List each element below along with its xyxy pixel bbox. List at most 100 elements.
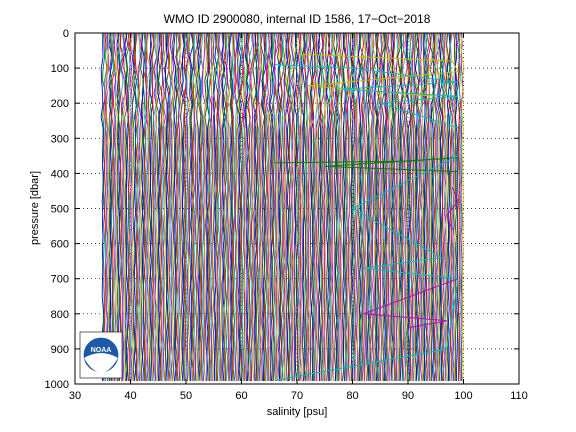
profile-trace — [200, 32, 204, 382]
profile-trace — [243, 32, 248, 382]
profile-trace — [312, 32, 317, 382]
profile-trace — [307, 32, 312, 382]
profile-trace — [337, 32, 342, 382]
profile-trace — [120, 32, 125, 382]
x-tick-label: 80 — [346, 390, 358, 402]
logo-wave — [84, 353, 118, 373]
profile-trace — [356, 32, 360, 382]
profile-trace — [121, 32, 126, 382]
profile-trace — [183, 32, 188, 382]
profile-trace — [153, 32, 158, 382]
profile-trace — [245, 32, 250, 382]
profile-trace — [345, 32, 351, 382]
profile-trace — [428, 32, 433, 382]
profile-trace — [336, 32, 341, 382]
profile-trace — [202, 32, 206, 382]
profile-trace — [446, 32, 451, 382]
x-axis-label: salinity [psu] — [267, 406, 328, 418]
profile-trace — [196, 32, 200, 382]
profile-trace — [406, 32, 412, 382]
profile-trace — [230, 32, 234, 382]
profile-trace — [167, 32, 172, 382]
profile-trace — [236, 32, 241, 382]
y-tick-label: 700 — [51, 274, 69, 286]
profile-trace — [237, 32, 242, 382]
profile-trace — [229, 32, 234, 382]
profile-trace — [319, 32, 324, 382]
profile-trace — [222, 32, 227, 382]
profile-trace — [141, 32, 145, 382]
profile-trace — [331, 32, 337, 382]
profile-trace — [298, 32, 303, 382]
profile-trace — [140, 32, 145, 382]
series-line — [274, 157, 459, 173]
profile-trace — [103, 32, 109, 382]
profile-trace — [328, 32, 333, 382]
profile-trace — [272, 32, 277, 382]
profile-trace — [351, 32, 356, 381]
profile-trace — [344, 32, 349, 382]
profile-trace — [192, 32, 196, 382]
profile-trace — [408, 32, 414, 382]
profile-trace — [232, 32, 238, 382]
x-tick-label: 110 — [510, 390, 528, 402]
profile-trace — [289, 32, 294, 382]
profile-trace — [213, 32, 218, 382]
y-tick-label: 500 — [51, 204, 69, 216]
profile-trace — [133, 32, 138, 382]
profile-trace — [265, 32, 270, 381]
profile-trace — [124, 32, 129, 382]
profile-trace — [415, 32, 421, 382]
profile-trace — [253, 32, 258, 382]
profile-trace — [151, 32, 155, 382]
profile-trace — [173, 32, 178, 382]
profile-trace — [404, 32, 409, 382]
profile-trace — [190, 32, 194, 382]
profile-trace — [268, 32, 273, 382]
profile-trace — [303, 32, 307, 382]
series-line — [446, 187, 459, 230]
profile-trace — [170, 32, 175, 382]
profile-trace — [147, 32, 153, 381]
profile-trace — [422, 32, 426, 382]
profile-trace — [106, 32, 111, 382]
profile-trace — [402, 32, 407, 382]
profile-trace — [221, 32, 226, 382]
profile-trace — [335, 32, 340, 382]
profile-trace — [311, 32, 316, 382]
profile-trace — [248, 32, 254, 382]
profile-trace — [316, 32, 320, 382]
profile-trace — [225, 32, 230, 382]
noaa-logo: NOAA — [79, 331, 123, 379]
profile-trace — [317, 32, 322, 382]
profile-trace — [160, 32, 164, 382]
series-line — [363, 278, 459, 329]
profile-trace — [244, 32, 249, 382]
profile-trace — [324, 32, 330, 382]
profile-trace — [103, 32, 108, 382]
profile-trace — [425, 32, 430, 381]
x-tick-label: 40 — [124, 390, 136, 402]
series-line — [274, 155, 459, 381]
profile-trace — [116, 32, 120, 382]
profile-trace — [204, 32, 209, 382]
profile-trace — [251, 32, 256, 382]
profile-trace — [240, 32, 245, 382]
profile-trace — [142, 32, 147, 382]
profile-band — [100, 32, 465, 382]
profile-trace — [304, 32, 308, 382]
profile-trace — [300, 32, 305, 381]
profile-trace — [193, 32, 198, 382]
profile-trace — [105, 32, 110, 382]
profile-trace — [181, 32, 186, 382]
profile-trace — [334, 32, 339, 382]
x-tick-label: 50 — [180, 390, 192, 402]
profile-trace — [236, 32, 240, 382]
y-tick-label: 100 — [51, 63, 69, 75]
profile-trace — [254, 32, 260, 382]
profile-lines — [274, 53, 459, 381]
profile-trace — [388, 32, 393, 382]
profile-trace — [273, 32, 277, 382]
